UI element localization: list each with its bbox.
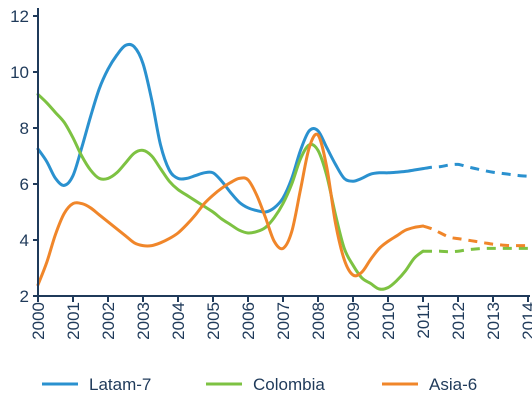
x-tick-label: 2004: [169, 302, 188, 340]
x-tick-label: 2000: [29, 302, 48, 340]
series-line-latam-7: [36, 42, 425, 214]
y-tick-label: 4: [20, 231, 29, 250]
x-tick-label: 2005: [204, 302, 223, 340]
x-tick-label: 2011: [414, 302, 433, 339]
axes: 2 4 6 8 10 12 2000 2001 2002 2003 2004 2005 2006 2007…: [10, 7, 532, 340]
series-line-asia-6: [36, 132, 425, 287]
legend-label: Colombia: [253, 375, 325, 394]
x-tick-label: 2002: [99, 302, 118, 340]
legend: Latam-7 Colombia Asia-6: [42, 375, 477, 394]
y-tick-label: 12: [10, 7, 29, 26]
series-forecast-line-asia-6: [422, 224, 528, 248]
x-tick-label: 2006: [239, 302, 258, 340]
y-tick-label: 6: [20, 175, 29, 194]
x-tick-label: 2001: [64, 302, 83, 340]
x-tick-label: 2010: [379, 302, 398, 340]
y-tick-label: 10: [10, 63, 29, 82]
series-forecast-line-colombia: [422, 246, 528, 254]
x-tick-label: 2014: [519, 302, 532, 340]
legend-label: Asia-6: [429, 375, 477, 394]
legend-item-latam-7: Latam-7: [42, 375, 151, 394]
x-tick-label: 2009: [344, 302, 363, 340]
x-tick-label: 2012: [449, 302, 468, 340]
y-tick-label: 8: [20, 119, 29, 138]
legend-label: Latam-7: [89, 375, 151, 394]
x-tick-label: 2003: [134, 302, 153, 340]
legend-item-colombia: Colombia: [206, 375, 325, 394]
legend-item-asia-6: Asia-6: [382, 375, 477, 394]
y-tick-label: 2: [20, 287, 29, 306]
series-forecast-line-latam-7: [422, 162, 529, 178]
x-tick-label: 2007: [274, 302, 293, 340]
plot-lines: [36, 42, 529, 291]
x-tick-label: 2013: [484, 302, 503, 340]
x-tick-label: 2008: [309, 302, 328, 340]
